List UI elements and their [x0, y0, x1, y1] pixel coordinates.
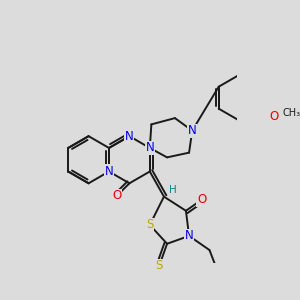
Text: CH₃: CH₃ [282, 108, 300, 118]
Text: O: O [197, 193, 206, 206]
Text: N: N [125, 130, 134, 143]
Text: H: H [169, 185, 177, 195]
Text: N: N [188, 124, 197, 137]
Text: S: S [146, 218, 154, 231]
Text: N: N [146, 142, 154, 154]
Text: O: O [269, 110, 279, 123]
Text: N: N [105, 165, 113, 178]
Text: O: O [112, 189, 122, 203]
Text: S: S [155, 259, 163, 272]
Text: N: N [185, 230, 194, 242]
